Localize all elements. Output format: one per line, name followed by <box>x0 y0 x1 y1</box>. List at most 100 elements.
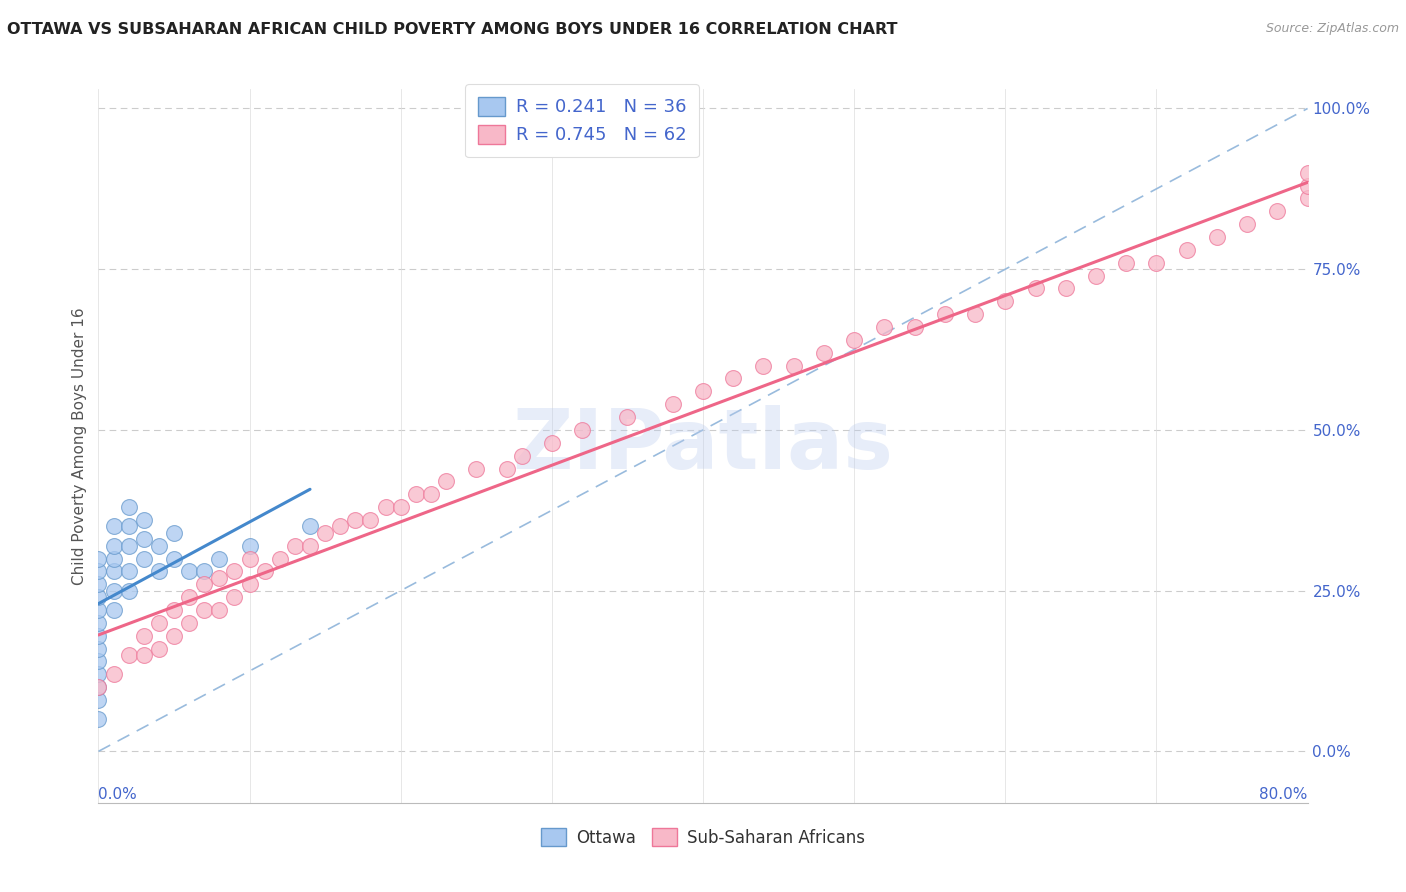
Point <box>193 565 215 579</box>
Point <box>179 615 201 630</box>
Point <box>224 565 246 579</box>
Point <box>360 513 382 527</box>
Point <box>148 539 170 553</box>
Point <box>148 641 170 656</box>
Point <box>87 551 110 566</box>
Point <box>179 565 201 579</box>
Point <box>420 487 443 501</box>
Point <box>103 603 125 617</box>
Point <box>783 359 806 373</box>
Point <box>103 551 125 566</box>
Point <box>994 294 1017 309</box>
Point <box>1054 281 1077 295</box>
Point <box>208 571 231 585</box>
Point <box>118 500 141 514</box>
Point <box>193 603 215 617</box>
Point <box>723 371 745 385</box>
Point <box>87 615 110 630</box>
Text: ZIPatlas: ZIPatlas <box>513 406 893 486</box>
Point <box>132 533 155 547</box>
Point <box>118 583 141 598</box>
Point <box>239 577 262 591</box>
Point <box>103 565 125 579</box>
Point <box>87 680 110 694</box>
Point <box>253 565 276 579</box>
Point <box>314 525 336 540</box>
Point <box>193 577 215 591</box>
Point <box>87 680 110 694</box>
Point <box>813 345 835 359</box>
Point <box>616 410 638 425</box>
Point <box>844 333 866 347</box>
Point <box>87 654 110 668</box>
Point <box>118 539 141 553</box>
Point <box>269 551 291 566</box>
Point <box>132 629 155 643</box>
Point <box>873 320 896 334</box>
Point <box>374 500 396 514</box>
Point <box>87 629 110 643</box>
Point <box>239 551 262 566</box>
Point <box>465 461 488 475</box>
Point <box>1115 256 1137 270</box>
Point <box>118 519 141 533</box>
Point <box>495 461 517 475</box>
Point <box>571 423 593 437</box>
Point <box>239 539 262 553</box>
Point <box>87 667 110 681</box>
Point <box>208 603 231 617</box>
Point <box>132 551 155 566</box>
Point <box>1296 166 1319 180</box>
Point <box>692 384 714 399</box>
Text: 0.0%: 0.0% <box>98 787 138 802</box>
Point <box>510 449 533 463</box>
Point <box>87 693 110 707</box>
Point <box>87 603 110 617</box>
Point <box>434 475 457 489</box>
Point <box>103 583 125 598</box>
Point <box>103 667 125 681</box>
Point <box>965 307 987 321</box>
Point <box>132 513 155 527</box>
Point <box>389 500 412 514</box>
Point <box>299 539 322 553</box>
Point <box>208 551 231 566</box>
Point <box>1146 256 1168 270</box>
Point <box>87 577 110 591</box>
Point <box>132 648 155 662</box>
Point <box>1024 281 1046 295</box>
Point <box>87 565 110 579</box>
Point <box>103 519 125 533</box>
Point <box>1296 178 1319 193</box>
Point <box>1296 192 1319 206</box>
Point <box>540 435 562 450</box>
Point <box>87 641 110 656</box>
Point <box>87 590 110 604</box>
Legend: Ottawa, Sub-Saharan Africans: Ottawa, Sub-Saharan Africans <box>533 820 873 855</box>
Y-axis label: Child Poverty Among Boys Under 16: Child Poverty Among Boys Under 16 <box>72 307 87 585</box>
Point <box>284 539 307 553</box>
Point <box>163 629 186 643</box>
Text: Source: ZipAtlas.com: Source: ZipAtlas.com <box>1265 22 1399 36</box>
Point <box>163 525 186 540</box>
Point <box>118 565 141 579</box>
Point <box>1175 243 1198 257</box>
Point <box>1267 204 1289 219</box>
Point <box>1236 217 1258 231</box>
Point <box>163 603 186 617</box>
Point <box>904 320 927 334</box>
Point <box>148 565 170 579</box>
Point <box>752 359 775 373</box>
Point <box>87 712 110 726</box>
Point <box>103 539 125 553</box>
Point <box>661 397 683 411</box>
Text: OTTAWA VS SUBSAHARAN AFRICAN CHILD POVERTY AMONG BOYS UNDER 16 CORRELATION CHART: OTTAWA VS SUBSAHARAN AFRICAN CHILD POVER… <box>7 22 897 37</box>
Point <box>405 487 427 501</box>
Point <box>1206 230 1229 244</box>
Point <box>148 615 170 630</box>
Point <box>299 519 322 533</box>
Point <box>163 551 186 566</box>
Text: 80.0%: 80.0% <box>1260 787 1308 802</box>
Point <box>344 513 367 527</box>
Point <box>1085 268 1108 283</box>
